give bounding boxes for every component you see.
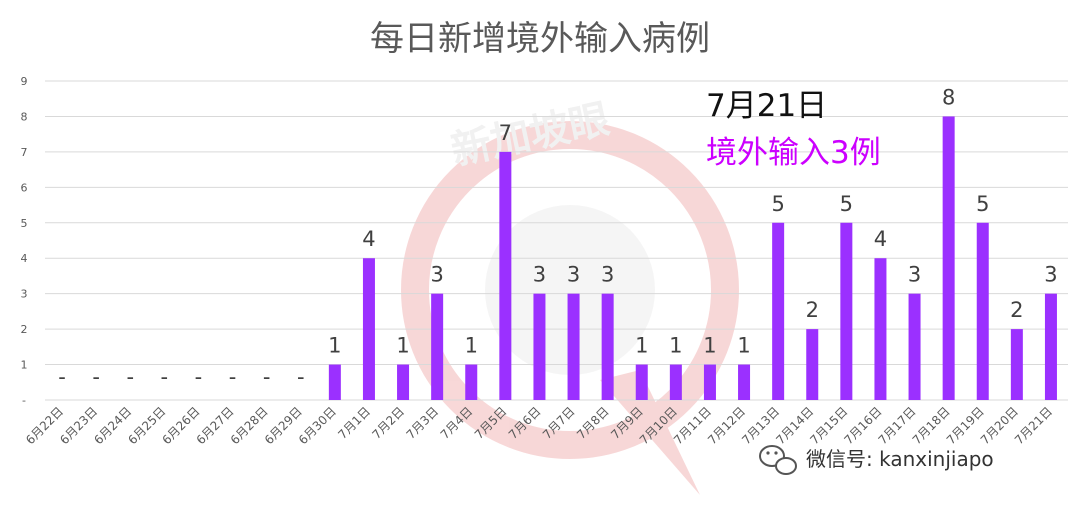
- y-tick-label: 8: [21, 110, 28, 123]
- data-label: 3: [601, 263, 614, 287]
- data-label: -: [126, 365, 134, 389]
- y-tick-label: 5: [21, 217, 28, 230]
- bar: [669, 364, 682, 400]
- y-tick-label: 7: [21, 146, 28, 159]
- bar: [1010, 329, 1023, 400]
- bars: [328, 116, 1057, 400]
- bar: [772, 222, 785, 400]
- x-tick-label: 7月1日: [335, 404, 373, 442]
- bar: [465, 364, 478, 400]
- y-axis-ticks: - 1 2 3 4 5 6 7 8 9: [21, 75, 28, 407]
- bar: [942, 116, 955, 400]
- bar: [840, 222, 853, 400]
- data-label: 5: [771, 192, 784, 216]
- watermark-text: 新加坡眼: [447, 96, 613, 174]
- data-label: 2: [1010, 298, 1023, 322]
- x-tick-label: 7月3日: [404, 404, 442, 442]
- x-tick-label: 7月21日: [1012, 404, 1055, 447]
- data-label: 1: [703, 334, 716, 358]
- annotation-date: 7月21日: [706, 88, 827, 124]
- wechat-badge: 微信号: kanxinjiapo: [759, 445, 994, 475]
- watermark-pointer: [600, 370, 700, 495]
- data-label: 3: [1044, 263, 1057, 287]
- data-label: -: [58, 365, 66, 389]
- data-label: 5: [976, 192, 989, 216]
- bar: [908, 293, 921, 400]
- annotation-text: 境外输入3例: [706, 135, 881, 171]
- bar: [738, 364, 751, 400]
- x-tick-label: 7月2日: [369, 404, 407, 442]
- data-label: 1: [669, 334, 682, 358]
- bar: [431, 293, 444, 400]
- bar: [362, 258, 375, 400]
- bar: [976, 222, 989, 400]
- y-tick-label: 3: [21, 288, 28, 301]
- bar: [806, 329, 819, 400]
- chart-title: 每日新增境外输入病例: [370, 19, 710, 59]
- data-label: 7: [499, 121, 512, 145]
- y-tick-label: 4: [21, 252, 28, 265]
- data-label: 1: [465, 334, 478, 358]
- bar: [1044, 293, 1057, 400]
- y-tick-label: 1: [21, 359, 28, 372]
- data-label: 4: [362, 227, 375, 251]
- data-label: -: [161, 365, 169, 389]
- bar: [635, 364, 648, 400]
- data-label: -: [229, 365, 237, 389]
- y-tick-label: -: [22, 394, 26, 407]
- y-tick-label: 2: [21, 323, 28, 336]
- data-label: 1: [737, 334, 750, 358]
- bar: [397, 364, 410, 400]
- data-label: -: [297, 365, 305, 389]
- bar: [499, 151, 512, 400]
- data-label: 3: [567, 263, 580, 287]
- bar: [874, 258, 887, 400]
- x-tick-label: 6月30日: [296, 404, 339, 447]
- bar: [533, 293, 546, 400]
- grid-lines: [45, 80, 1068, 401]
- wechat-icon: [759, 445, 797, 475]
- wechat-id: 微信号: kanxinjiapo: [806, 447, 994, 471]
- data-label: -: [263, 365, 271, 389]
- data-label: -: [195, 365, 203, 389]
- data-label: 1: [635, 334, 648, 358]
- data-label: 3: [430, 263, 443, 287]
- data-label: 1: [396, 334, 409, 358]
- data-label: 4: [874, 227, 887, 251]
- data-label: -: [92, 365, 100, 389]
- y-tick-label: 6: [21, 181, 28, 194]
- data-label: 1: [328, 334, 341, 358]
- y-tick-label: 9: [21, 75, 28, 88]
- data-label: 3: [533, 263, 546, 287]
- data-label: 3: [908, 263, 921, 287]
- data-label: 8: [942, 85, 955, 109]
- bar: [703, 364, 716, 400]
- bar: [328, 364, 341, 400]
- data-label: 2: [806, 298, 819, 322]
- bar: [601, 293, 614, 400]
- watermark-ring: [401, 121, 739, 459]
- data-label: 5: [840, 192, 853, 216]
- bar: [567, 293, 580, 400]
